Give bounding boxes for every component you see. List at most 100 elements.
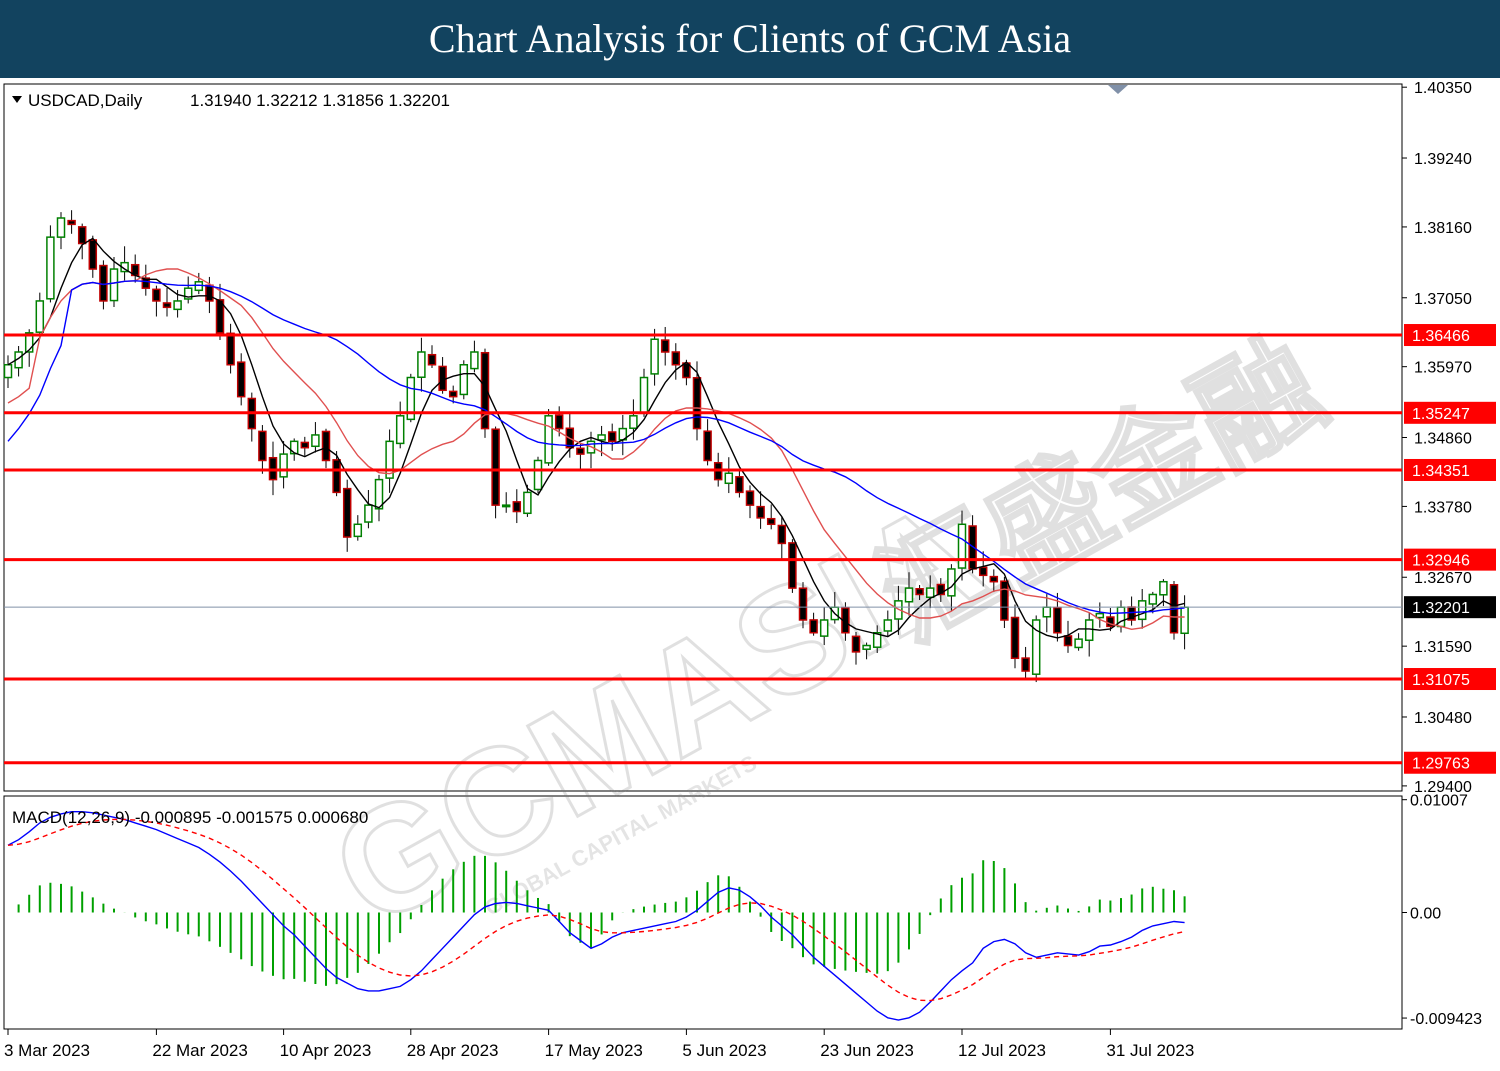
macd-title: MACD(12,26,9) -0.000895 -0.001575 0.0006… [12, 808, 368, 827]
macd-line [7, 811, 1185, 1021]
candle-body [459, 364, 469, 396]
candle-body [67, 219, 76, 226]
candle-body [215, 299, 225, 334]
macd-axis-label: -0.009423 [1410, 1011, 1482, 1028]
level-label-box [1404, 548, 1496, 571]
price-axis-label: 1.30480 [1414, 710, 1472, 727]
candle-body [141, 277, 151, 289]
price-axis-label: 1.29400 [1414, 779, 1472, 796]
candle-body [936, 583, 946, 596]
candle-body [385, 440, 394, 479]
level-label-box [1404, 324, 1496, 347]
chart-shift-marker-icon[interactable] [1108, 85, 1128, 94]
candle-body [650, 338, 659, 375]
dropdown-triangle-icon[interactable] [12, 96, 22, 103]
ma-fast-line [7, 237, 1185, 639]
candle-body [671, 351, 681, 366]
banner-title: Chart Analysis for Clients of GCM Asia [428, 16, 1072, 61]
candle-body [639, 376, 649, 415]
price-plot [3, 210, 1402, 765]
candle-body [766, 517, 776, 526]
candle-body [1021, 657, 1030, 672]
candle-body [1042, 606, 1052, 618]
level-label-text: 1.32946 [1412, 553, 1470, 570]
macd-plot [7, 811, 1186, 1021]
candle-body [724, 472, 734, 485]
candle-body [279, 453, 288, 478]
time-axis-label: 17 May 2023 [545, 1041, 643, 1060]
candle-body [491, 428, 500, 506]
candle-body [470, 351, 479, 370]
candle-body [745, 490, 755, 506]
time-axis-label: 12 Jul 2023 [958, 1041, 1046, 1060]
ma-slow-line [7, 280, 1185, 615]
candle-body [1074, 638, 1083, 649]
candle-body [692, 377, 702, 430]
candle-body [798, 587, 808, 621]
macd-axis-label: 0.00 [1410, 906, 1441, 923]
macd-panel-frame [3, 795, 1403, 1030]
candle-body [46, 236, 55, 300]
candle-body [1031, 619, 1041, 675]
candle-body [427, 353, 437, 366]
candle-body [989, 575, 999, 583]
candle-body [289, 440, 299, 455]
candle-body [915, 588, 924, 596]
candle-body [1000, 580, 1009, 621]
price-axis-label: 1.37050 [1414, 291, 1472, 308]
candle-body [607, 431, 617, 443]
time-axis-label: 23 Jun 2023 [820, 1041, 914, 1060]
price-axis-label: 1.40350 [1414, 80, 1472, 97]
ma-mid-line [7, 268, 1185, 631]
candle-body [300, 441, 310, 449]
level-label-text: 1.29763 [1412, 756, 1470, 773]
axes: 1.36466 1.35247 1.34351 1.32946 1.31075 1.297… [4, 80, 1496, 1060]
candle-body [947, 568, 956, 597]
macd-signal-line [7, 818, 1185, 1002]
candle-body [342, 487, 352, 538]
price-panel-title: USDCAD,Daily 1.31940 1.32212 1.31856 1.3… [12, 91, 450, 110]
candle-body [77, 226, 87, 245]
candle-body [395, 415, 405, 445]
candle-body [978, 566, 988, 577]
candle-body [374, 478, 384, 510]
level-label-box [1404, 458, 1496, 481]
candle-body [788, 542, 797, 589]
candle-body [1063, 635, 1073, 647]
candle-body [183, 287, 193, 300]
symbol-title: USDCAD,Daily [28, 91, 143, 110]
candle-body [173, 300, 182, 311]
time-axis-label: 31 Jul 2023 [1106, 1041, 1194, 1060]
candle-body [925, 587, 935, 599]
candle-body [236, 361, 246, 398]
candle-body [205, 284, 214, 302]
header-banner: Chart Analysis for Clients of GCM Asia [0, 0, 1500, 78]
price-axis-label: 1.31590 [1414, 639, 1472, 656]
candle-body [321, 430, 331, 462]
current-price-text: 1.32201 [1412, 600, 1470, 617]
candle-body [883, 619, 893, 632]
price-axis-label: 1.35970 [1414, 360, 1472, 377]
candle-body [109, 268, 119, 302]
candle-body [1180, 606, 1189, 635]
candle-body [332, 459, 341, 494]
candle-body [311, 434, 320, 448]
candle-body [872, 632, 882, 648]
candle-body [597, 434, 606, 441]
candle-body [88, 239, 98, 270]
candle-body [957, 523, 967, 569]
price-axis-label: 1.34860 [1414, 431, 1472, 448]
price-panel-frame [3, 83, 1403, 792]
trading-chart[interactable]: GCMASIA GLOBAL CAPITAL MARKETS 汇盛金融 1.36… [0, 78, 1500, 1071]
candle-body [523, 491, 532, 515]
candle-body [512, 501, 522, 513]
candle-body [3, 364, 13, 379]
candle-body [735, 476, 744, 494]
time-axis-label: 22 Mar 2023 [152, 1041, 247, 1060]
candle-body [56, 217, 66, 238]
candle-body [480, 351, 490, 430]
price-axis-label: 1.38160 [1414, 220, 1472, 237]
level-label-text: 1.31075 [1412, 672, 1470, 689]
candle-body [533, 459, 543, 491]
candle-body [406, 376, 416, 421]
